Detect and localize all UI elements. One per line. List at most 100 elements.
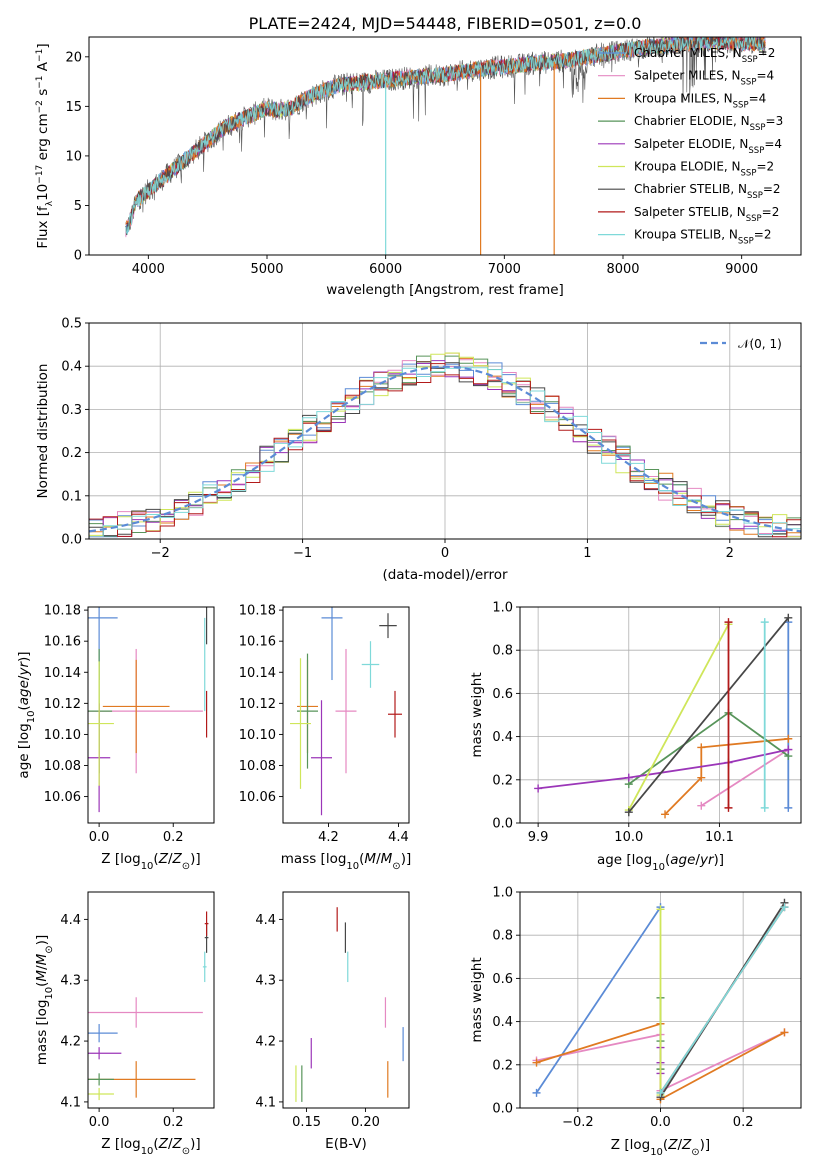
y-tick-label: 15 [65,100,82,115]
x-tick-label: 0.20 [351,1115,380,1130]
x-tick-label: −2 [151,546,170,561]
age_vs_Z-axes: 0.0 0.2 10.06 10.08 10.10 10.12 10.14 10.16 10.1… [16,604,215,872]
y-tick-label: 0 [74,249,82,264]
y-tick-label: 4.2 [60,1035,81,1050]
y-tick-label: 0.3 [61,403,82,418]
mass-weight-marker-salpeter_stelib [724,803,733,812]
y-tick-label: 4.4 [60,913,81,928]
mass-weight-marker-kroupa_stelib [656,1088,665,1097]
mass-weight-marker-kroupa_miles [697,773,706,782]
y-tick-label: 1.0 [492,886,513,901]
legend-label-kroupa_stelib: Kroupa STELIB, NSSP=2 [634,228,772,247]
age_vs_mass-frame [282,606,410,824]
x-tick-label: 6000 [369,262,402,277]
x-tick-label: 2 [726,546,734,561]
y-tick-label: 0.6 [492,972,513,987]
residual-hist-kroupa_stelib [89,367,801,538]
legend-label-salpeter_miles: Salpeter MILES, NSSP=4 [634,69,774,88]
spectrum-xlabel: wavelength [Angstrom, rest frame] [326,282,564,298]
y-tick-label: 10.12 [44,697,81,712]
y-tick-label: 10.12 [239,697,276,712]
x-tick-label: −1 [293,546,312,561]
x-tick-label: 0.0 [89,830,110,845]
legend-label-chabrier_elodie: Chabrier ELODIE, NSSP=3 [634,114,783,133]
mass-weight-marker-salpeter_elodie [624,773,633,782]
x-tick-label: 0.0 [650,1115,671,1130]
y-tick-label: 0.4 [61,360,82,375]
age_vs_mass-plot [290,607,402,816]
mass-weight-marker-kroupa_stelib [780,903,789,912]
y-tick-label: 0.0 [492,1102,513,1117]
y-tick-label: 10.08 [239,759,276,774]
mass-weight-line-kroupa_miles [664,737,789,816]
mass-weight-marker-salpeter_elodie [784,745,793,754]
spectrum-model-chabrier_stelib [125,37,766,235]
mass_weight_vs_age-plot [534,613,793,819]
y-tick-label: 0.2 [61,446,82,461]
residual-ylabel: Normed distribution [35,364,51,499]
legend-label-chabrier_stelib: Chabrier STELIB, NSSP=2 [634,182,781,201]
age_vs_Z-frame [87,606,215,824]
spectrum-ylabel: Flux [fλ10−17 erg cm−2 s−1 A−1] [35,43,55,248]
mass_vs_Z-xlabel: Z [log10(Z/Z⊙)] [101,1136,200,1157]
y-tick-label: 5 [74,199,82,214]
mass-weight-marker-kroupa_miles [784,734,793,743]
mass-weight-marker-kroupa_miles [532,1058,541,1067]
residual-hist-kroupa_elodie [89,352,801,538]
mass_vs_Z-plot [88,911,209,1101]
spectrum-axes: 4000 5000 6000 7000 8000 9000 0 5 10 15 20 waveleng… [35,36,802,298]
mass-weight-marker-salpeter_stelib [724,618,733,627]
age_vs_Z-xlabel: Z [log10(Z/Z⊙)] [101,851,200,872]
x-tick-label: −0.2 [562,1115,594,1130]
y-tick-label: 0.0 [61,533,82,548]
x-tick-label: 8000 [606,262,639,277]
y-tick-label: 4.3 [60,974,81,989]
y-tick-label: 0.4 [492,730,513,745]
y-tick-label: 20 [65,50,82,65]
y-tick-label: 10.16 [44,635,81,650]
mass-weight-marker-kroupa_elodie [656,905,665,914]
y-tick-label: 4.1 [60,1095,81,1110]
mass_vs_EBV-axes: 0.15 0.20 4.1 4.2 4.3 4.4 E(B-V) [255,891,410,1152]
x-tick-label: 0.15 [292,1115,321,1130]
x-tick-label: 4.2 [318,830,339,845]
mass-weight-line-chabrier_stelib [628,617,789,813]
y-tick-label: 10.06 [44,790,81,805]
x-tick-label: 1 [583,546,591,561]
residual-xlabel: (data-model)/error [382,567,508,583]
mass-weight-marker-kroupa_miles [661,810,670,819]
mass-weight-marker-salpeter_elodie [534,784,543,793]
age_vs_mass-axes: 4.2 4.4 10.06 10.08 10.10 10.12 10.14 10.16 10.1… [239,604,411,872]
y-tick-label: 4.2 [255,1035,276,1050]
age_vs_Z-ylabel: age [log10(age/yr)] [16,651,37,778]
x-tick-label: 0.2 [163,830,184,845]
mass_weight_vs_age-frame [519,606,802,824]
y-tick-label: 0.2 [492,1058,513,1073]
mass-weight-line-chabrier_miles [535,906,662,1094]
y-tick-label: 4.1 [255,1095,276,1110]
legend-label-salpeter_stelib: Salpeter STELIB, NSSP=2 [634,205,779,224]
y-tick-label: 10.14 [239,666,276,681]
legend-label-chabrier_miles: Chabrier MILES, NSSP=2 [634,46,775,65]
mass_vs_EBV-plot [295,907,404,1102]
spectrum-plot [125,37,766,255]
mass_weight_vs_Z-plot [532,898,789,1104]
spectrum-title: PLATE=2424, MJD=54448, FIBERID=0501, z=0… [249,14,642,33]
mass-weight-marker-chabrier_miles [532,1088,541,1097]
spectrum-model-kroupa_stelib [125,37,766,236]
mass-weight-marker-chabrier_stelib [624,808,633,817]
legend-label-kroupa_elodie: Kroupa ELODIE, NSSP=2 [634,160,774,179]
mass_vs_EBV-frame [282,891,410,1109]
y-tick-label: 10.10 [44,728,81,743]
residuals-plot [89,352,801,538]
mass-weight-marker-chabrier_miles [784,803,793,812]
y-tick-label: 10.10 [239,728,276,743]
mass-weight-line-kroupa_stelib [659,906,786,1094]
x-tick-label: 10.1 [705,830,734,845]
mass-weight-marker-kroupa_miles [780,1028,789,1037]
legend-label-kroupa_miles: Kroupa MILES, NSSP=4 [634,91,766,110]
x-tick-label: 0 [441,546,449,561]
normal-curve [89,365,801,533]
mass_vs_EBV-xlabel: E(B-V) [325,1136,367,1152]
